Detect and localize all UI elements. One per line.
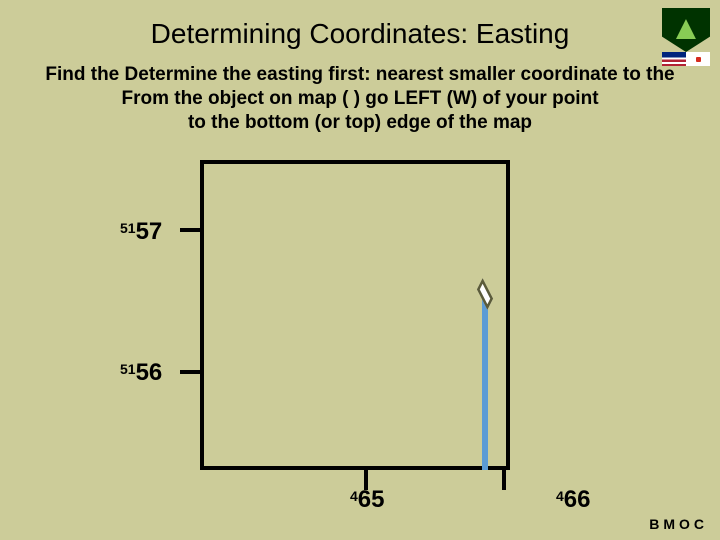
coord-sup: 51: [120, 361, 136, 377]
coord-main: 66: [564, 486, 591, 513]
instruction-line-3: to the bottom (or top) edge of the map: [0, 111, 720, 135]
coord-main: 57: [136, 218, 163, 245]
coord-x-right: 466: [556, 486, 591, 514]
easting-drop-line: [482, 298, 488, 470]
tree-icon: ▲: [669, 11, 703, 45]
instruction-line-1: Find the Determine the easting first: ne…: [0, 63, 720, 87]
tick-y-56: [180, 370, 204, 374]
tick-y-57: [180, 228, 204, 232]
coord-sup: 51: [120, 220, 136, 236]
instructions-block: Find the Determine the easting first: ne…: [0, 63, 720, 134]
coord-sup: 4: [556, 488, 564, 504]
coord-sup: 4: [350, 488, 358, 504]
coord-y-bot: 5156: [120, 359, 162, 387]
coord-main: 56: [136, 359, 163, 386]
coord-main: 65: [358, 486, 385, 513]
logo-shield: ▲: [662, 8, 710, 66]
footer-bmoc: BMOC: [649, 516, 708, 532]
coord-y-top: 5157: [120, 218, 162, 246]
map-grid: [200, 160, 510, 470]
instruction-line-2: From the object on map ( ) go LEFT (W) o…: [0, 87, 720, 111]
coord-x-left: 465: [350, 486, 385, 514]
page-title: Determining Coordinates: Easting: [0, 18, 720, 50]
tick-x-66: [502, 466, 506, 490]
